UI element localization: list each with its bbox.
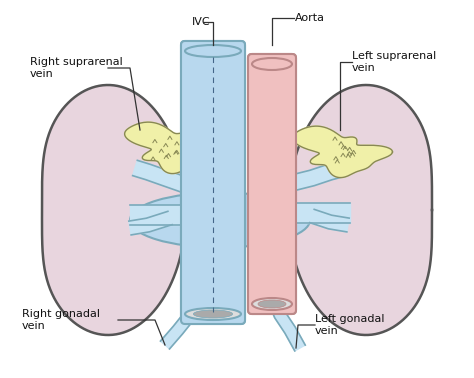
Ellipse shape	[252, 298, 292, 310]
Ellipse shape	[130, 192, 310, 248]
Ellipse shape	[193, 310, 233, 318]
Ellipse shape	[193, 310, 233, 318]
Ellipse shape	[185, 45, 241, 57]
Polygon shape	[125, 122, 225, 174]
Ellipse shape	[185, 45, 241, 57]
Polygon shape	[42, 85, 186, 335]
Polygon shape	[292, 126, 392, 178]
FancyBboxPatch shape	[181, 41, 245, 324]
Polygon shape	[133, 160, 188, 192]
Ellipse shape	[252, 58, 292, 70]
FancyBboxPatch shape	[248, 54, 296, 314]
Ellipse shape	[252, 58, 292, 70]
Polygon shape	[161, 297, 205, 349]
Bar	[180, 195, 260, 245]
Polygon shape	[266, 293, 305, 351]
FancyBboxPatch shape	[181, 41, 245, 324]
FancyBboxPatch shape	[248, 54, 296, 314]
Ellipse shape	[258, 300, 286, 308]
Polygon shape	[290, 160, 347, 191]
Ellipse shape	[258, 300, 286, 308]
Polygon shape	[130, 205, 185, 225]
Ellipse shape	[185, 308, 241, 320]
Text: Left gonadal
vein: Left gonadal vein	[315, 314, 384, 336]
Text: IVC: IVC	[192, 17, 210, 27]
Text: Right suprarenal
vein: Right suprarenal vein	[30, 57, 123, 79]
Ellipse shape	[185, 308, 241, 320]
Ellipse shape	[252, 298, 292, 310]
Text: Aorta: Aorta	[295, 13, 325, 23]
Polygon shape	[292, 203, 350, 223]
Text: Left suprarenal
vein: Left suprarenal vein	[352, 51, 436, 73]
Polygon shape	[310, 209, 349, 232]
Polygon shape	[129, 211, 172, 235]
Text: Right gonadal
vein: Right gonadal vein	[22, 309, 100, 331]
Polygon shape	[288, 85, 432, 335]
